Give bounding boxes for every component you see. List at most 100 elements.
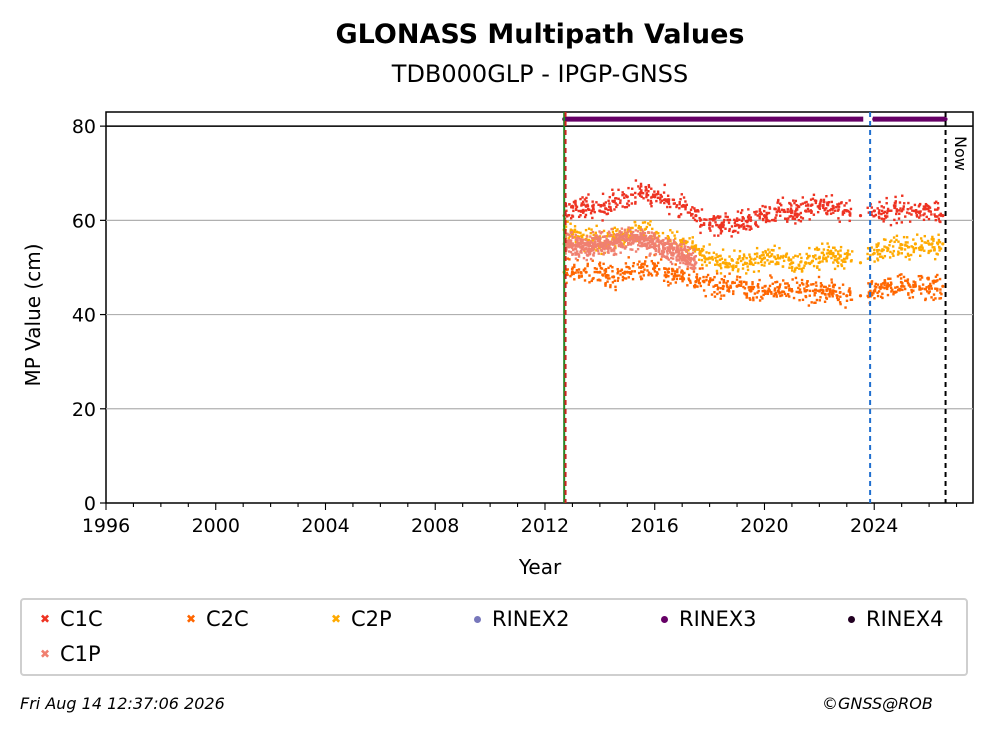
data-point: [876, 253, 880, 256]
data-point: [741, 209, 744, 212]
data-point: [684, 204, 687, 207]
data-point: [599, 204, 603, 207]
data-point: [614, 242, 617, 245]
data-point: [668, 245, 672, 249]
data-point: [820, 291, 824, 295]
data-point: [718, 291, 722, 294]
data-point: [612, 192, 615, 195]
data-point: [644, 242, 647, 245]
data-point: [757, 289, 760, 293]
data-point: [673, 273, 677, 277]
data-point: [684, 258, 687, 261]
data-point: [659, 240, 662, 244]
data-point: [656, 192, 660, 195]
data-point: [705, 264, 708, 267]
data-point: [691, 236, 694, 239]
data-point: [776, 117, 781, 122]
data-point: [830, 207, 833, 211]
data-point: [624, 277, 628, 280]
data-point: [719, 215, 722, 218]
data-point: [616, 279, 619, 282]
data-point: [719, 227, 722, 230]
data-point: [608, 195, 611, 199]
data-point: [919, 214, 922, 217]
data-point: [926, 290, 929, 293]
data-point: [884, 281, 887, 284]
data-point: [921, 283, 925, 286]
data-point: [883, 210, 887, 214]
data-point: [680, 271, 683, 274]
data-point: [577, 271, 580, 274]
data-point: [873, 288, 877, 291]
data-point: [716, 215, 720, 218]
data-point: [650, 187, 653, 190]
data-point: [779, 255, 783, 258]
data-point: [814, 288, 817, 292]
data-point: [818, 268, 821, 271]
data-point: [717, 264, 721, 267]
data-point: [795, 208, 799, 211]
data-point: [602, 262, 605, 266]
data-point: [922, 218, 926, 222]
data-point: [726, 280, 729, 283]
data-point: [694, 261, 698, 265]
data-point: [919, 237, 923, 240]
data-point: [674, 281, 678, 284]
data-point: [728, 255, 731, 258]
data-point: [573, 201, 576, 204]
data-point: [734, 219, 737, 223]
data-point: [882, 238, 886, 241]
data-point: [657, 232, 660, 235]
data-point: [613, 226, 617, 230]
data-point: [564, 225, 568, 228]
data-point: [839, 249, 842, 252]
data-point: [591, 259, 594, 262]
data-point: [643, 221, 647, 224]
data-point: [657, 243, 661, 246]
data-point: [594, 231, 597, 235]
data-point: [567, 214, 570, 217]
data-point: [663, 267, 666, 270]
data-point: [875, 243, 878, 246]
data-point: [794, 199, 798, 203]
vertical-markers: [563, 112, 947, 503]
data-point: [612, 240, 615, 243]
data-point: [777, 287, 781, 290]
data-point: [629, 270, 632, 274]
data-point: [593, 240, 597, 243]
data-point: [920, 244, 923, 247]
data-point: [830, 256, 833, 260]
data-point: [790, 266, 794, 270]
data-point: [592, 233, 595, 237]
data-point: [830, 200, 833, 204]
data-point: [770, 248, 773, 252]
data-point: [657, 235, 661, 238]
data-point: [703, 260, 707, 264]
data-point: [870, 246, 873, 249]
data-point: [809, 198, 813, 201]
data-point: [654, 193, 657, 196]
data-point: [870, 292, 873, 296]
data-point: [774, 291, 778, 295]
data-point: [934, 297, 937, 300]
data-point: [701, 263, 704, 267]
x-tick-label: 2020: [740, 515, 788, 537]
data-point: [934, 218, 937, 222]
data-point: [764, 292, 767, 295]
data-point: [569, 241, 572, 245]
data-point: [623, 206, 627, 209]
data-point: [832, 292, 835, 295]
data-point: [778, 292, 781, 295]
data-point: [721, 248, 725, 251]
data-point: [652, 244, 656, 247]
data-point: [805, 282, 808, 285]
data-point: [734, 229, 737, 233]
data-point: [604, 281, 607, 285]
data-point: [639, 232, 642, 235]
data-point: [619, 251, 622, 254]
data-point: [777, 206, 780, 209]
data-point: [825, 297, 829, 300]
legend-item-c2p: ✖ C2P: [329, 607, 392, 631]
data-point: [828, 284, 831, 287]
data-point: [808, 246, 811, 250]
